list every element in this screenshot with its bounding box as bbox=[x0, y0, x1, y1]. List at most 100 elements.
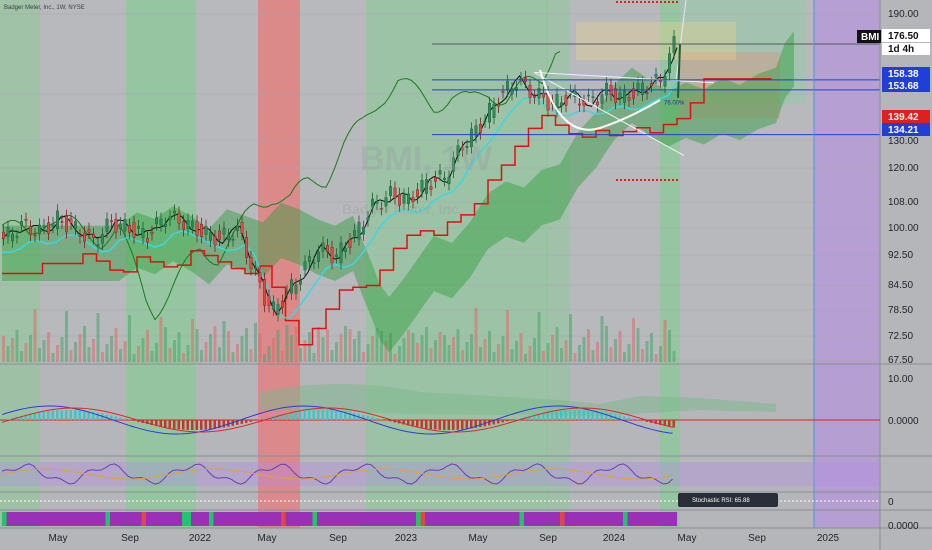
histogram-bar bbox=[114, 512, 120, 526]
volume-bar bbox=[294, 327, 298, 362]
x-tick-label: May bbox=[258, 533, 277, 544]
candle-body bbox=[353, 230, 356, 237]
volume-bar bbox=[272, 338, 275, 362]
volume-bar bbox=[353, 339, 356, 362]
volume-bar bbox=[308, 332, 311, 362]
level-c-tag-bg bbox=[882, 110, 930, 123]
candle-body bbox=[128, 225, 131, 233]
macd-signal-line bbox=[1, 407, 673, 433]
macd-hist-bar bbox=[362, 414, 365, 420]
histogram-bar bbox=[591, 512, 597, 526]
volume-bar bbox=[519, 333, 523, 362]
lead-line bbox=[2, 81, 678, 319]
macd-hist-bar bbox=[330, 410, 333, 420]
macd-hist-bar bbox=[659, 420, 662, 425]
volume-bar bbox=[533, 338, 536, 362]
candle-body bbox=[528, 85, 532, 98]
macd-hist-bar bbox=[596, 411, 599, 420]
candle-body bbox=[501, 91, 505, 93]
macd-hist-bar bbox=[470, 420, 473, 429]
histogram-bar bbox=[416, 512, 421, 526]
zone-purple-1 bbox=[814, 0, 880, 528]
histogram-bar bbox=[326, 512, 331, 526]
volume-bar bbox=[236, 344, 239, 362]
volume-bar bbox=[38, 348, 41, 362]
histogram-bar bbox=[600, 512, 606, 526]
candle-body bbox=[263, 278, 266, 306]
candle-body bbox=[114, 218, 118, 233]
candle-body bbox=[155, 217, 158, 225]
macd-hist-bar bbox=[263, 418, 266, 420]
candle-body bbox=[11, 233, 14, 242]
volume-bar bbox=[312, 353, 316, 362]
candle-body bbox=[398, 194, 401, 206]
x-tick-label: Sep bbox=[121, 533, 139, 544]
zone-green-3 bbox=[546, 0, 570, 528]
hist-axis-zero: 0.0000 bbox=[888, 521, 919, 532]
macd-hist-bar bbox=[227, 420, 230, 427]
y-tick-label: 92.50 bbox=[888, 250, 913, 261]
volume-bar bbox=[249, 349, 253, 362]
histogram-bar bbox=[366, 512, 372, 526]
histogram-bar bbox=[78, 512, 84, 526]
histogram-bar bbox=[240, 512, 246, 526]
macd-hist-bar bbox=[209, 420, 212, 430]
level-b-tag-bg bbox=[882, 79, 930, 92]
volume-bar bbox=[105, 344, 109, 362]
volume-bar bbox=[488, 331, 491, 362]
histogram-bar bbox=[479, 512, 484, 526]
level-a-tag: 158.38 bbox=[888, 69, 919, 80]
histogram-bar bbox=[119, 512, 124, 526]
volume-bar bbox=[20, 351, 23, 362]
histogram-bar bbox=[398, 512, 403, 526]
volume-bar bbox=[128, 315, 131, 362]
macd-hist-bar bbox=[191, 420, 194, 430]
histogram-bar bbox=[447, 512, 453, 526]
candle-body bbox=[42, 225, 46, 228]
macd-hist-bar bbox=[456, 420, 459, 430]
macd-hist-bar bbox=[605, 412, 608, 420]
volume-bar bbox=[411, 333, 415, 362]
candle-body bbox=[452, 157, 455, 172]
candle-body bbox=[326, 245, 329, 252]
volume-bar bbox=[29, 335, 32, 362]
histogram-bar bbox=[227, 512, 232, 526]
volume-bar bbox=[456, 329, 460, 362]
candle-body bbox=[6, 227, 10, 238]
histogram-bar bbox=[87, 512, 93, 526]
histogram-bar bbox=[645, 512, 651, 526]
candle-body bbox=[447, 176, 451, 185]
candle-body bbox=[150, 232, 154, 235]
macd-hist-bar bbox=[123, 418, 126, 420]
candle-body bbox=[456, 145, 460, 156]
volume-bar bbox=[186, 345, 190, 362]
histogram-bar bbox=[141, 512, 147, 526]
candle-body bbox=[339, 242, 343, 263]
candle-body bbox=[636, 82, 640, 90]
volume-bar bbox=[510, 349, 514, 362]
histogram-bar bbox=[569, 512, 574, 526]
candle-body bbox=[533, 95, 536, 98]
tenkan-line bbox=[1, 47, 678, 316]
candle-body bbox=[461, 147, 464, 151]
macd-hist-bar bbox=[618, 415, 621, 420]
candle-body bbox=[200, 224, 203, 237]
histogram-bar bbox=[123, 512, 129, 526]
candle-body bbox=[182, 221, 185, 230]
candle-body bbox=[362, 226, 365, 235]
volume-bar bbox=[204, 342, 208, 362]
histogram-bar bbox=[537, 512, 543, 526]
projection-box-yellow bbox=[576, 22, 736, 60]
candle-body bbox=[474, 125, 478, 137]
macd-hist-bar bbox=[312, 410, 315, 420]
histogram-bar bbox=[339, 512, 345, 526]
x-tick-label: Sep bbox=[329, 533, 347, 544]
volume-bar bbox=[384, 341, 388, 362]
volume-bar bbox=[2, 336, 5, 362]
candle-body bbox=[213, 236, 217, 246]
volume-bar bbox=[461, 350, 464, 362]
candle-body bbox=[605, 82, 608, 96]
macd-hist-bar bbox=[132, 420, 135, 421]
macd-hist-bar bbox=[623, 416, 626, 420]
volume-bar bbox=[627, 344, 631, 362]
